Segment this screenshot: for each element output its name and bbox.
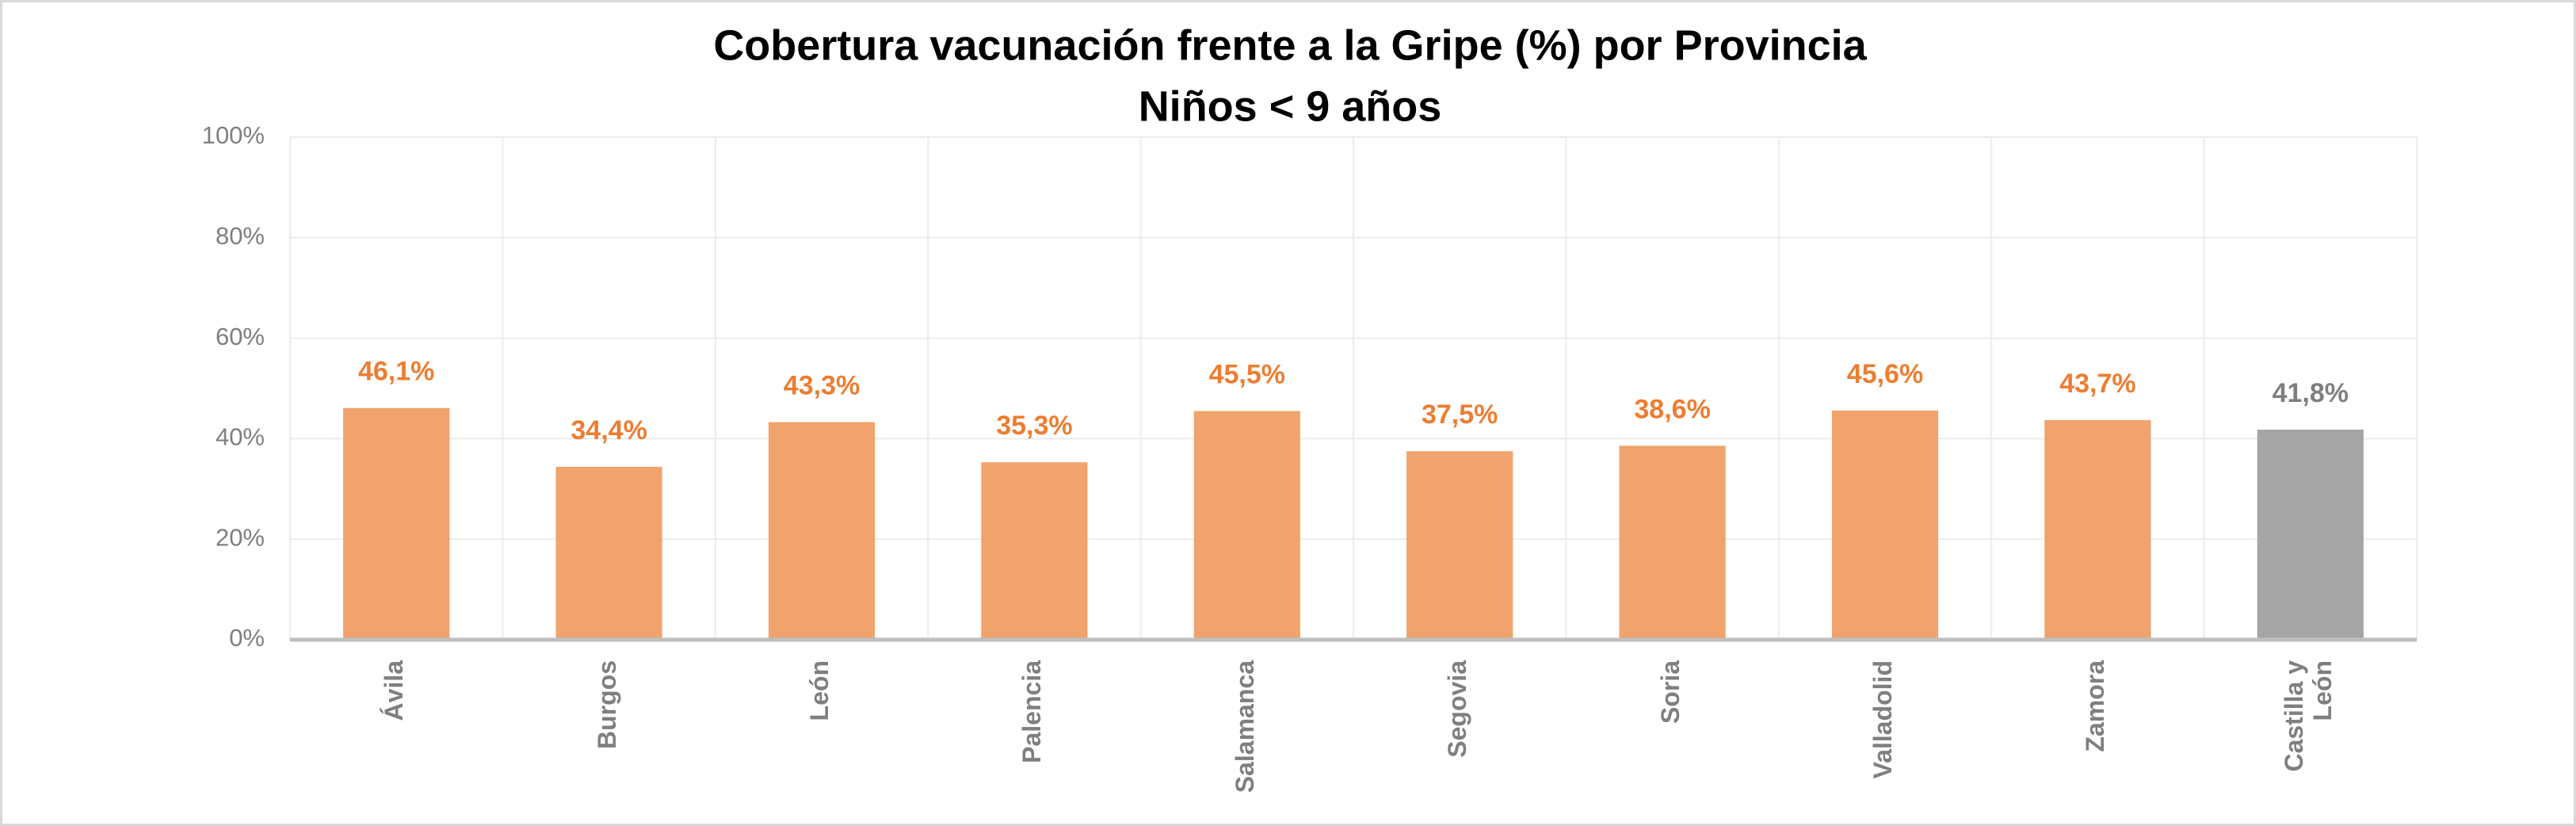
x-tick-label: León [805, 660, 834, 721]
bar [1619, 446, 1726, 640]
y-tick-label: 60% [216, 323, 265, 350]
y-tick-label: 40% [216, 423, 265, 451]
data-label: 34,4% [571, 415, 647, 446]
data-label: 37,5% [1422, 400, 1498, 430]
bar [555, 466, 662, 640]
x-tick-label: Valladolid [1868, 660, 1897, 779]
bar [343, 407, 450, 640]
bar [768, 422, 876, 640]
y-tick-label: 20% [216, 523, 265, 551]
x-tick-label: Burgos [592, 660, 621, 749]
bar [1831, 410, 1939, 640]
chart-title: Cobertura vacunación frente a la Gripe (… [713, 21, 1867, 69]
data-label: 38,6% [1634, 394, 1710, 424]
x-tick-label: Palencia [1017, 660, 1047, 763]
data-label: 41,8% [2273, 378, 2349, 408]
x-tick-label: Ávila [380, 660, 409, 721]
data-label: 43,3% [784, 370, 860, 400]
data-label: 45,6% [1847, 359, 1923, 389]
data-label: 46,1% [358, 357, 434, 387]
x-tick-label: Zamora [2081, 660, 2110, 752]
bar [1193, 411, 1300, 640]
bar [981, 462, 1088, 640]
y-tick-label: 0% [229, 624, 265, 652]
y-tick-label: 80% [216, 222, 265, 250]
bar [2257, 429, 2364, 640]
data-label: 45,5% [1209, 360, 1285, 390]
data-label: 35,3% [996, 411, 1072, 441]
bar [2044, 419, 2151, 640]
chart-subtitle: Niños < 9 años [1139, 82, 1442, 130]
data-label: 43,7% [2059, 369, 2135, 399]
x-tick-label: Soria [1655, 660, 1685, 725]
x-tick-label: Castilla y León [2279, 660, 2337, 772]
x-tick-label: Salamanca [1230, 660, 1259, 793]
y-tick-label: 100% [202, 121, 265, 149]
x-tick-label: Segovia [1443, 660, 1472, 758]
bar [1406, 451, 1513, 640]
